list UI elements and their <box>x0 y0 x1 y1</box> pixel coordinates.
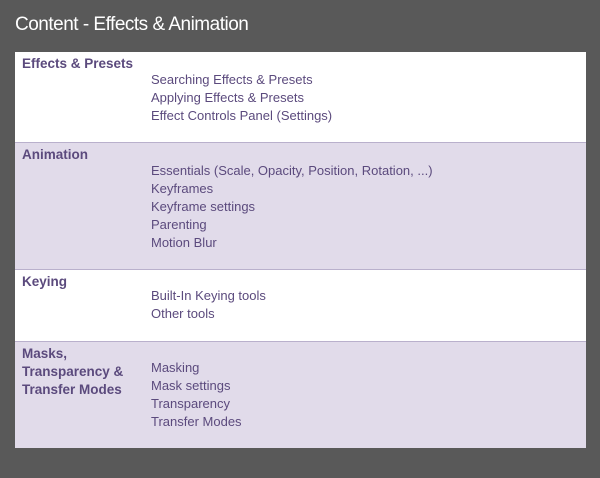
section-heading: Keying <box>22 274 68 289</box>
list-item: Motion Blur <box>151 235 217 250</box>
section-item-list: Searching Effects & Presets Applying Eff… <box>151 71 332 125</box>
section-heading: Masks, Transparency & Transfer Modes <box>22 346 124 397</box>
list-item: Parenting <box>151 217 207 232</box>
section-masks-transparency: Masks, Transparency & Transfer Modes Mas… <box>15 342 586 448</box>
section-effects-presets: Effects & Presets Searching Effects & Pr… <box>15 52 586 143</box>
section-item-list: Essentials (Scale, Opacity, Position, Ro… <box>151 162 433 252</box>
list-item: Transparency <box>151 396 230 411</box>
section-item-list: Masking Mask settings Transparency Trans… <box>151 359 242 431</box>
content-table: Effects & Presets Searching Effects & Pr… <box>15 52 586 448</box>
list-item: Essentials (Scale, Opacity, Position, Ro… <box>151 163 433 178</box>
list-item: Other tools <box>151 306 215 321</box>
list-item: Keyframe settings <box>151 199 256 214</box>
section-item-list: Built-In Keying tools Other tools <box>151 287 266 323</box>
list-item: Effect Controls Panel (Settings) <box>151 108 333 123</box>
list-item: Transfer Modes <box>151 414 242 429</box>
section-animation: Animation Essentials (Scale, Opacity, Po… <box>15 143 586 270</box>
section-heading: Animation <box>22 147 88 162</box>
list-item: Keyframes <box>151 181 214 196</box>
page-title: Content - Effects & Animation <box>15 14 249 35</box>
section-keying: Keying Built-In Keying tools Other tools <box>15 270 586 342</box>
list-item: Built-In Keying tools <box>151 288 266 303</box>
list-item: Searching Effects & Presets <box>151 72 313 87</box>
list-item: Applying Effects & Presets <box>151 90 304 105</box>
list-item: Masking <box>151 360 200 375</box>
list-item: Mask settings <box>151 378 231 393</box>
section-heading: Effects & Presets <box>22 56 134 71</box>
